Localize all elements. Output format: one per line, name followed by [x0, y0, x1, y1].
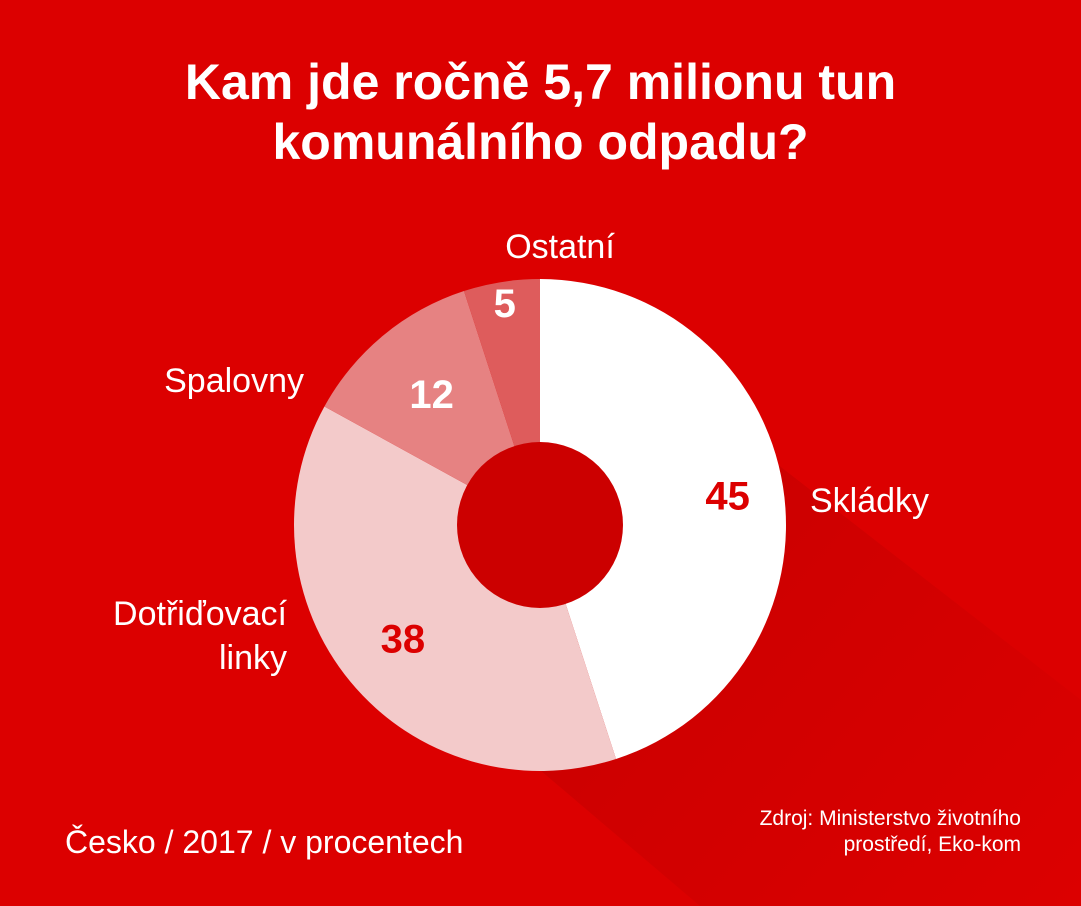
category-label: Spalovny — [164, 362, 304, 400]
source-note: Zdroj: Ministerstvo životního prostředí,… — [601, 806, 1021, 858]
value-label: 38 — [381, 617, 426, 661]
source-line-1: Zdroj: Ministerstvo životního — [759, 807, 1021, 830]
category-label: Ostatní — [505, 228, 615, 266]
category-label: Skládky — [810, 482, 929, 520]
footer-note: Česko / 2017 / v procentech — [65, 824, 464, 860]
value-label: 45 — [705, 474, 750, 518]
chart-title: Kam jde ročně 5,7 milionu tun komunálníh… — [0, 52, 1081, 172]
chart-title-line-1: Kam jde ročně 5,7 milionu tun — [184, 54, 897, 110]
slice-skládky — [540, 279, 786, 759]
slice-dotřiďovací-linky — [293, 406, 617, 771]
category-label: Dotřiďovací linky — [113, 595, 288, 677]
donut-hole — [457, 442, 623, 608]
value-label: 5 — [494, 282, 516, 326]
source-line-2: prostředí, Eko-kom — [843, 833, 1021, 856]
value-label: 12 — [409, 373, 454, 417]
chart-title-line-2: komunálního odpadu? — [272, 114, 809, 170]
